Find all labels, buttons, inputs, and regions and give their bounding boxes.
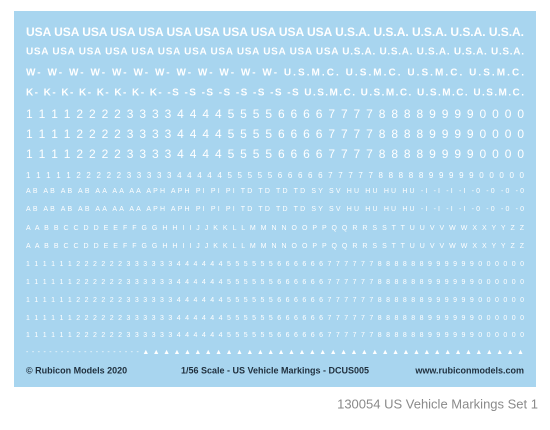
decal-row: 1 1 1 1 1 1 2 2 2 2 2 2 3 3 3 3 3 3 4 4 … xyxy=(26,261,524,268)
copyright: © Rubicon Models 2020 xyxy=(26,365,127,375)
decal-row: USA USA USA USA USA USA USA USA USA USA … xyxy=(26,47,524,58)
caption: 130054 US Vehicle Markings Set 1 xyxy=(337,396,538,411)
decal-sheet xyxy=(14,11,536,387)
decal-rows: USA USA USA USA USA USA USA USA USA USA … xyxy=(26,25,525,356)
decal-row: 1 1 1 1 1 1 2 2 2 2 2 2 3 3 3 3 3 3 4 4 … xyxy=(26,332,524,339)
decal-row: A A B B C C D D E E F F G G H H I I J J … xyxy=(26,243,525,250)
decal-row: 1 1 1 1 1 1 2 2 2 2 2 2 3 3 3 3 3 3 4 4 … xyxy=(26,315,524,322)
decal-row: W- W- W- W- W- W- W- W- W- W- W- W- U.S.… xyxy=(26,68,524,79)
website: www.rubiconmodels.com xyxy=(414,365,524,375)
decal-row: A A B B C C D D E E F F G G H H I I J J … xyxy=(26,225,525,232)
decal-row: AB AB AB AB AA AA AA APH APH PI PI PI TD… xyxy=(26,188,524,195)
decal-row: 1 1 1 1 1 1 2 2 2 2 2 2 3 3 3 3 3 3 4 4 … xyxy=(26,297,524,304)
decal-row: 1 1 1 1 1 2 2 2 2 2 3 3 3 3 3 4 4 4 4 4 … xyxy=(26,171,525,180)
decal-row: K- K- K- K- K- K- K- K- -S -S -S -S -S -… xyxy=(26,88,524,99)
decal-row: - - - - - - - - - - - - - - - - - - - - … xyxy=(26,349,524,356)
scale-label: 1/56 Scale - US Vehicle Markings - DCUS0… xyxy=(181,365,369,375)
decal-row: 1 1 1 1 1 1 2 2 2 2 2 2 3 3 3 3 3 3 4 4 … xyxy=(26,279,524,286)
decal-row: 1 1 1 1 2 2 2 2 3 3 3 3 4 4 4 4 5 5 5 5 … xyxy=(26,127,524,141)
decal-row: 1 1 1 1 2 2 2 2 3 3 3 3 4 4 4 4 5 5 5 5 … xyxy=(26,147,524,161)
decal-row: USA USA USA USA USA USA USA USA USA USA … xyxy=(26,25,524,39)
decal-row: 1 1 1 1 2 2 2 2 3 3 3 3 4 4 4 4 5 5 5 5 … xyxy=(26,107,524,121)
decal-row: AB AB AB AB AA AA AA APH APH PI PI PI TD… xyxy=(26,206,524,213)
